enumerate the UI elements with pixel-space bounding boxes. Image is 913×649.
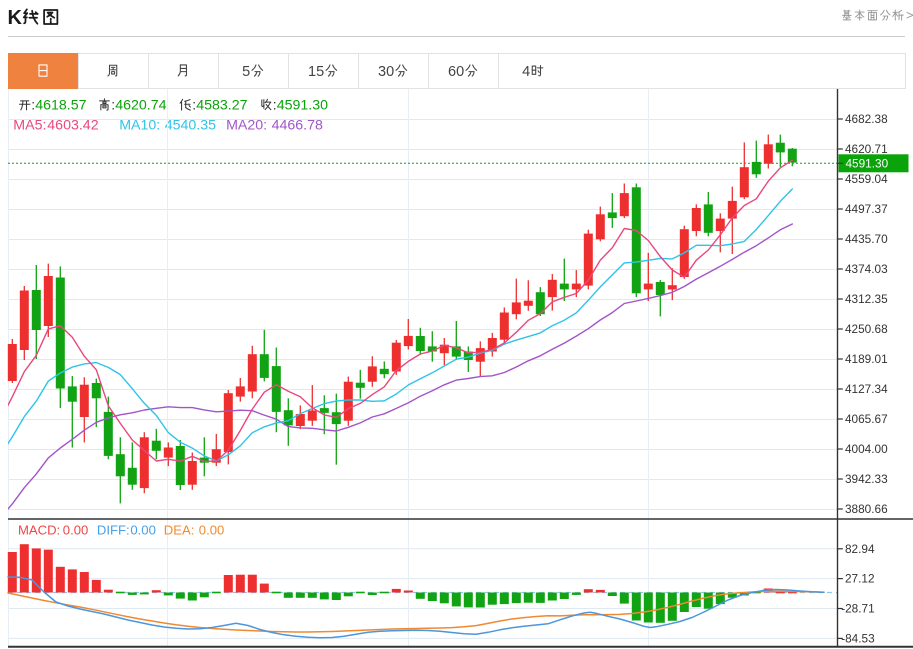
svg-text::: : — [111, 97, 115, 113]
svg-text:60: 60 — [448, 64, 464, 80]
svg-text:-84.53: -84.53 — [841, 632, 875, 646]
svg-text:5: 5 — [242, 64, 250, 80]
svg-text::: : — [192, 97, 196, 113]
svg-text:MA20:: MA20: — [226, 118, 267, 134]
svg-text:4620.71: 4620.71 — [845, 142, 888, 156]
svg-text::: : — [31, 97, 35, 113]
svg-text:4591.30: 4591.30 — [277, 98, 328, 114]
svg-text:MA10:: MA10: — [119, 118, 160, 134]
svg-text:4435.70: 4435.70 — [845, 232, 888, 246]
svg-text:4004.00: 4004.00 — [845, 442, 888, 456]
svg-text:4583.27: 4583.27 — [196, 98, 247, 114]
svg-text::: : — [273, 97, 277, 113]
svg-text:4591.30: 4591.30 — [846, 157, 889, 171]
svg-text:3942.33: 3942.33 — [845, 472, 888, 486]
svg-text:4189.01: 4189.01 — [845, 352, 888, 366]
svg-text:MACD:: MACD: — [18, 523, 60, 538]
svg-text:DIFF:: DIFF: — [97, 523, 130, 538]
svg-text:4682.38: 4682.38 — [845, 112, 888, 126]
svg-text:4374.03: 4374.03 — [845, 262, 888, 276]
svg-text:4497.37: 4497.37 — [845, 202, 888, 216]
svg-text:0.00: 0.00 — [130, 523, 155, 538]
svg-text:3880.66: 3880.66 — [845, 502, 888, 516]
svg-text:4: 4 — [522, 64, 530, 80]
svg-text:0.00: 0.00 — [199, 523, 224, 538]
svg-text:15: 15 — [308, 64, 324, 80]
svg-text:27.12: 27.12 — [845, 572, 875, 586]
svg-text:MA5:: MA5: — [13, 118, 46, 134]
svg-text:4603.42: 4603.42 — [47, 118, 98, 134]
svg-text:4559.04: 4559.04 — [845, 172, 888, 186]
svg-text:K: K — [8, 7, 23, 29]
svg-text:30: 30 — [378, 64, 394, 80]
svg-text:82.94: 82.94 — [845, 542, 875, 556]
svg-text:4312.35: 4312.35 — [845, 292, 888, 306]
svg-text:-28.71: -28.71 — [841, 602, 874, 616]
svg-text:4250.68: 4250.68 — [845, 322, 888, 336]
svg-text:DEA:: DEA: — [164, 523, 195, 538]
svg-text:4620.74: 4620.74 — [115, 98, 166, 114]
svg-text:4466.78: 4466.78 — [272, 118, 323, 134]
svg-text:4065.67: 4065.67 — [845, 412, 888, 426]
svg-text:4540.35: 4540.35 — [165, 118, 216, 134]
svg-text:4127.34: 4127.34 — [845, 382, 888, 396]
svg-text:4618.57: 4618.57 — [35, 98, 86, 114]
svg-text:>: > — [906, 8, 913, 23]
svg-text:0.00: 0.00 — [63, 523, 88, 538]
